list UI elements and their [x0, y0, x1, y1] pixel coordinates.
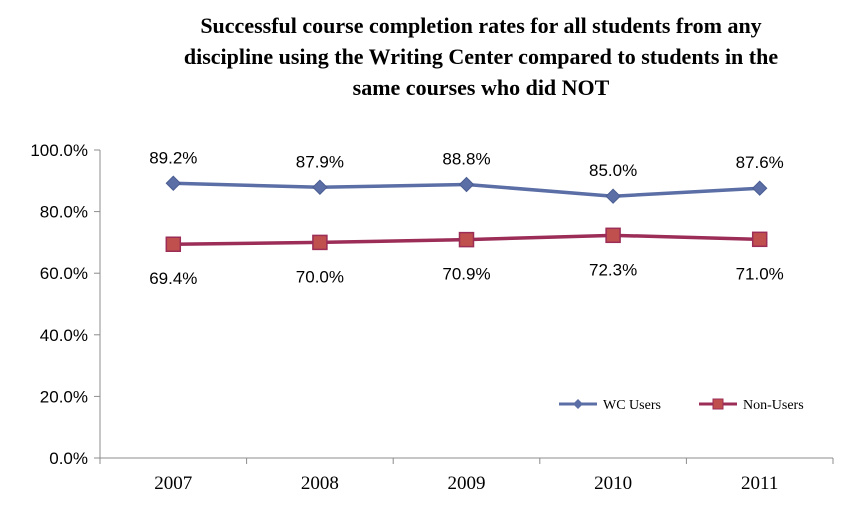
data-label: 87.9%: [296, 152, 344, 171]
data-label: 85.0%: [589, 161, 637, 180]
data-point: [458, 176, 475, 193]
y-tick-label: 80.0%: [40, 203, 88, 222]
y-tick-label: 20.0%: [40, 387, 88, 406]
legend-item-non-users: Non-Users: [699, 398, 804, 413]
series-non-users: 69.4% 70.0% 70.9% 72.3% 71.0%: [149, 227, 784, 288]
y-axis: 0.0% 20.0% 40.0% 60.0% 80.0% 100.0%: [30, 141, 101, 468]
chart-title-line-2: discipline using the Writing Center comp…: [184, 44, 778, 69]
y-tick-label: 60.0%: [40, 264, 88, 283]
legend-label: WC Users: [603, 398, 661, 413]
data-point: [605, 227, 621, 244]
data-label: 70.0%: [296, 267, 344, 286]
data-point: [751, 231, 768, 248]
data-label: 69.4%: [149, 269, 197, 288]
legend-swatch-marker: [712, 398, 724, 410]
data-label: 89.2%: [149, 148, 197, 167]
series-wc-users: 89.2% 87.9% 88.8% 85.0% 87.6%: [149, 148, 784, 204]
data-point: [312, 179, 328, 195]
data-point: [751, 180, 768, 196]
x-tick-label: 2011: [741, 473, 778, 494]
data-point: [165, 175, 182, 191]
chart-title-line-3: same courses who did NOT: [353, 75, 610, 100]
data-point: [458, 231, 475, 248]
x-tick-label: 2008: [301, 473, 339, 494]
data-label: 71.0%: [736, 264, 784, 283]
chart-title-line-1: Successful course completion rates for a…: [200, 13, 761, 38]
data-point: [605, 188, 621, 204]
x-tick-label: 2009: [448, 473, 486, 494]
data-label: 70.9%: [442, 265, 490, 284]
data-label: 88.8%: [442, 149, 490, 168]
data-point: [165, 236, 182, 252]
legend: WC Users Non-Users: [559, 398, 804, 413]
y-tick-label: 100.0%: [30, 141, 88, 160]
y-tick-label: 0.0%: [49, 449, 88, 468]
series-layer: 89.2% 87.9% 88.8% 85.0% 87.6% 69.4% 70.0% 70.9%…: [149, 148, 784, 288]
data-label: 87.6%: [736, 153, 784, 172]
legend-item-wc-users: WC Users: [559, 398, 661, 413]
x-axis: 2007 2008 2009 2010 2011: [99, 457, 834, 494]
legend-label: Non-Users: [743, 398, 804, 413]
y-tick-label: 40.0%: [40, 326, 88, 345]
x-tick-label: 2010: [594, 473, 632, 494]
data-point: [312, 234, 328, 251]
chart-title: Successful course completion rates for a…: [184, 13, 778, 100]
legend-swatch-marker: [573, 399, 583, 409]
x-tick-label: 2007: [154, 473, 192, 494]
data-label: 72.3%: [589, 260, 637, 279]
